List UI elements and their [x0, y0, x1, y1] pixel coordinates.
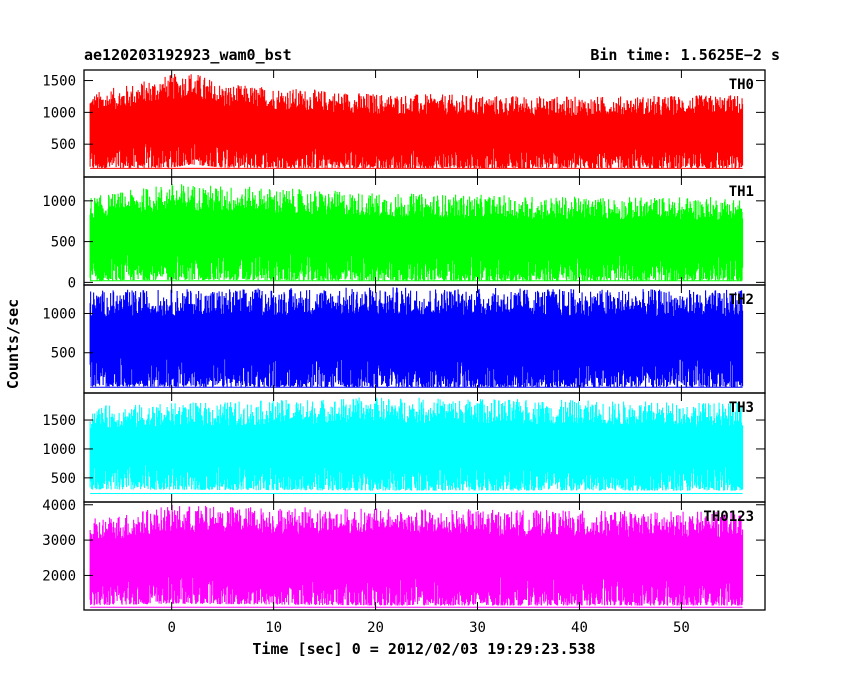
panel-label-th2: TH2 — [729, 292, 754, 308]
x-tick-label: 30 — [469, 620, 486, 636]
x-tick-label: 0 — [167, 620, 175, 636]
panel-frame-th0123 — [83, 501, 766, 611]
panel-label-th0: TH0 — [729, 77, 754, 93]
chart-title: ae120203192923_wam0_bst — [84, 46, 292, 64]
y-tick-label-th3: 1500 — [42, 413, 76, 429]
y-tick-label-th1: 500 — [51, 235, 76, 251]
x-tick-labels: 0 10 20 30 40 50 — [167, 620, 689, 636]
trace-th3 — [89, 397, 744, 491]
x-tick-label: 50 — [673, 620, 690, 636]
y-axis-label: Counts/sec — [4, 299, 22, 389]
y-tick-label-th0123: 2000 — [42, 568, 76, 584]
y-tick-label-th3: 1000 — [42, 442, 76, 458]
bin-time-label: Bin time: 1.5625E−2 s — [590, 46, 780, 64]
x-tick-label: 20 — [367, 620, 384, 636]
trace-th2 — [89, 287, 744, 388]
y-tick-label-th1: 0 — [68, 275, 76, 291]
y-tick-label-th0123: 3000 — [42, 533, 76, 549]
y-tick-label-th0: 1000 — [42, 105, 76, 121]
x-tick-label: 40 — [571, 620, 588, 636]
trace-th0 — [89, 74, 744, 169]
trace-th1 — [89, 184, 744, 281]
y-tick-label-th2: 500 — [51, 346, 76, 362]
x-tick-label: 10 — [265, 620, 282, 636]
x-axis-label: Time [sec] 0 = 2012/02/03 19:29:23.538 — [252, 640, 595, 658]
y-tick-label-th2: 1000 — [42, 306, 76, 322]
panel-label-th3: TH3 — [729, 400, 754, 416]
trace-th0123 — [89, 504, 744, 606]
panel-label-th0123: TH0123 — [703, 509, 754, 525]
y-tick-label-th0: 500 — [51, 137, 76, 153]
y-tick-label-th0: 1500 — [42, 74, 76, 90]
y-tick-label-th3: 500 — [51, 471, 76, 487]
panels-group: 500 1000 1500 TH0 0 500 1000 TH1 500 1000 TH2 500 10… — [42, 69, 766, 611]
y-tick-label-th1: 1000 — [42, 194, 76, 210]
panel-label-th1: TH1 — [729, 184, 754, 200]
y-tick-label-th0123: 4000 — [42, 498, 76, 514]
